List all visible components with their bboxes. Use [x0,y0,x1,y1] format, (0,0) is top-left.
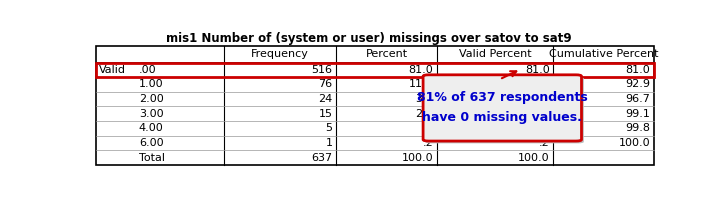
Text: 3.00: 3.00 [139,109,163,119]
Text: 81.0: 81.0 [626,65,650,75]
Bar [96,62,654,77]
Text: 516: 516 [312,65,333,75]
Text: Cumulative Percent: Cumulative Percent [549,49,659,59]
Text: 99.8: 99.8 [626,123,650,133]
FancyBboxPatch shape [423,75,582,141]
Text: Valid: Valid [99,65,126,75]
Text: 1: 1 [325,138,333,148]
Text: Frequency: Frequency [251,49,309,59]
Text: 100.0: 100.0 [618,138,650,148]
Text: 81.0: 81.0 [408,65,433,75]
Text: .2: .2 [423,138,433,148]
Text: 81.0: 81.0 [525,65,549,75]
Text: mis1 Number of (system or user) missings over satov to sat9: mis1 Number of (system or user) missings… [166,32,572,45]
Text: 637: 637 [312,153,333,163]
Text: Total: Total [139,153,165,163]
Text: 5: 5 [325,123,333,133]
Text: 2.4: 2.4 [415,109,433,119]
Text: .00: .00 [139,65,156,75]
Text: 15: 15 [318,109,333,119]
Text: 1.00: 1.00 [139,79,163,89]
Text: 11.9: 11.9 [525,79,549,89]
Text: 81% of 637 respondents
have 0 missing values.: 81% of 637 respondents have 0 missing va… [417,91,588,124]
Text: 2.00: 2.00 [139,94,163,104]
Text: 92.9: 92.9 [626,79,650,89]
FancyBboxPatch shape [426,77,584,143]
Text: 100.0: 100.0 [402,153,433,163]
Text: Valid Percent: Valid Percent [459,49,531,59]
Text: 76: 76 [318,79,333,89]
Text: 4.00: 4.00 [139,123,163,133]
Text: 100.0: 100.0 [518,153,549,163]
Text: 96.7: 96.7 [626,94,650,104]
Text: Percent: Percent [366,49,408,59]
Text: 6.00: 6.00 [139,138,163,148]
Text: 3.8: 3.8 [415,94,433,104]
Text: 11.9: 11.9 [408,79,433,89]
Text: 24: 24 [318,94,333,104]
Text: .2: .2 [539,138,549,148]
Text: 99.1: 99.1 [626,109,650,119]
Text: .8: .8 [423,123,433,133]
